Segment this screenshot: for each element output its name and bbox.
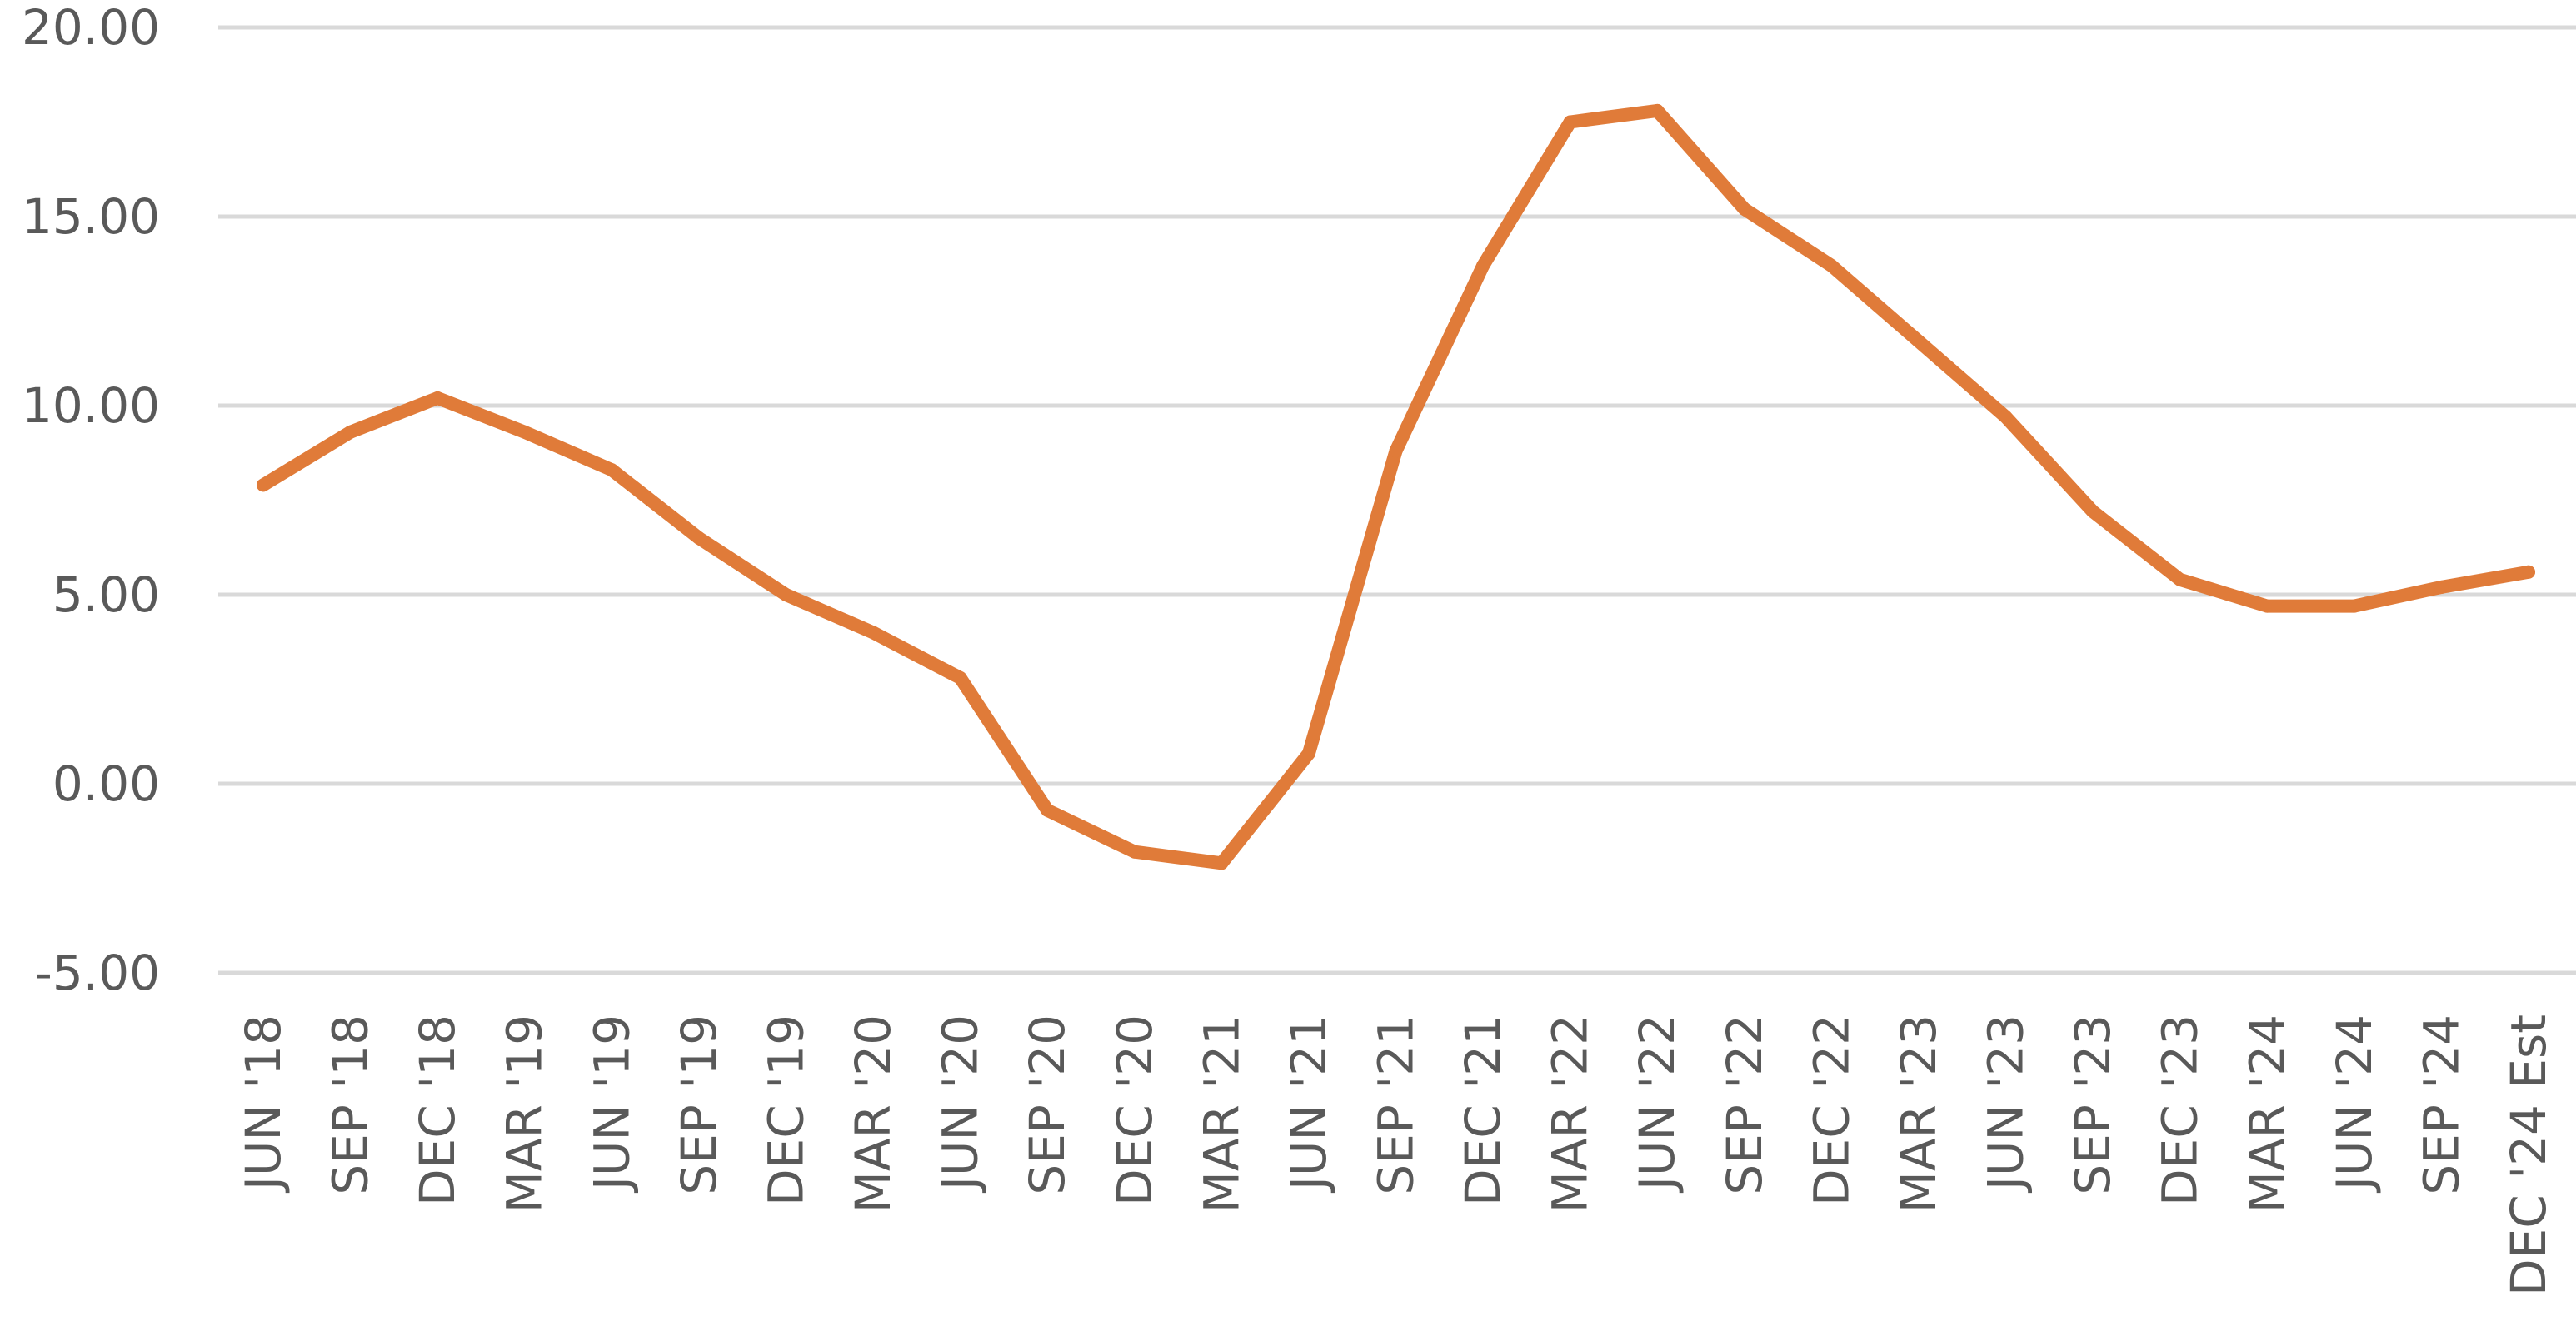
x-tick-label: JUN '23 — [1978, 1014, 2034, 1193]
data-point — [1301, 746, 1315, 760]
data-point — [1041, 803, 1055, 817]
data-point — [1737, 202, 1751, 216]
y-tick-label: 0.00 — [52, 755, 160, 812]
series-line — [257, 103, 2535, 870]
data-point — [1825, 259, 1839, 273]
x-tick-label: SEP '19 — [671, 1014, 727, 1195]
x-tick-label: JUN '20 — [932, 1014, 989, 1193]
x-tick-label: DEC '23 — [2152, 1014, 2209, 1206]
x-tick-label: DEC '20 — [1106, 1014, 1163, 1206]
x-tick-label: DEC '22 — [1803, 1014, 1860, 1206]
data-point — [2434, 580, 2449, 594]
x-tick-label: SEP '18 — [322, 1014, 379, 1195]
x-tick-label: JUN '18 — [235, 1014, 292, 1193]
x-tick-label: DEC '24 Est — [2500, 1014, 2557, 1296]
y-tick-label: 20.00 — [22, 0, 160, 56]
data-point — [1563, 115, 1577, 129]
y-tick-label: 15.00 — [22, 188, 160, 245]
data-point — [866, 626, 881, 640]
data-point — [1911, 334, 1925, 348]
y-axis-tick-labels: 20.00 15.00 10.00 5.00 0.00 -5.00 — [22, 0, 160, 1001]
data-point — [431, 391, 445, 405]
x-tick-label: SEP '22 — [1716, 1014, 1773, 1195]
data-point — [1650, 103, 1665, 117]
x-tick-label: MAR '20 — [845, 1014, 901, 1213]
data-point — [343, 425, 357, 439]
data-point — [2347, 599, 2361, 613]
data-point — [779, 588, 793, 601]
data-point — [953, 670, 967, 685]
x-tick-label: MAR '24 — [2239, 1014, 2295, 1213]
data-point — [1215, 856, 1229, 870]
series-lines — [257, 103, 2535, 870]
x-tick-label: JUN '19 — [583, 1014, 640, 1193]
x-tick-label: MAR '21 — [1193, 1014, 1250, 1213]
x-tick-label: MAR '22 — [1542, 1014, 1599, 1213]
x-tick-label: SEP '23 — [2064, 1014, 2121, 1195]
data-point — [605, 463, 619, 477]
x-tick-label: DEC '18 — [409, 1014, 466, 1206]
y-tick-label: -5.00 — [35, 945, 160, 1001]
x-tick-label: JUN '21 — [1281, 1014, 1337, 1193]
data-point — [2086, 505, 2100, 519]
y-tick-label: 5.00 — [52, 566, 160, 623]
x-tick-label: SEP '21 — [1368, 1014, 1425, 1195]
x-tick-label: JUN '24 — [2326, 1014, 2383, 1193]
data-point — [691, 531, 706, 545]
data-point — [1127, 845, 1141, 859]
x-tick-label: MAR '19 — [497, 1014, 553, 1213]
x-tick-label: DEC '19 — [757, 1014, 814, 1206]
data-point — [1999, 410, 2013, 424]
data-point — [517, 425, 532, 439]
y-tick-label: 10.00 — [22, 377, 160, 434]
data-point — [2173, 572, 2187, 586]
gridlines — [218, 25, 2576, 975]
x-axis-tick-labels: JUN '18 SEP '18 DEC '18 MAR '19 JUN '19 SEP '… — [235, 1014, 2557, 1296]
data-point — [2260, 599, 2274, 613]
x-tick-label: MAR '23 — [1890, 1014, 1947, 1213]
x-tick-label: JUN '22 — [1629, 1014, 1685, 1193]
x-tick-label: DEC '21 — [1455, 1014, 1511, 1206]
x-tick-label: SEP '20 — [1019, 1014, 1076, 1195]
data-point — [1389, 444, 1403, 458]
data-point — [2522, 565, 2535, 579]
data-point — [1476, 259, 1490, 273]
x-tick-label: SEP '24 — [2413, 1014, 2469, 1195]
data-point — [257, 478, 270, 492]
